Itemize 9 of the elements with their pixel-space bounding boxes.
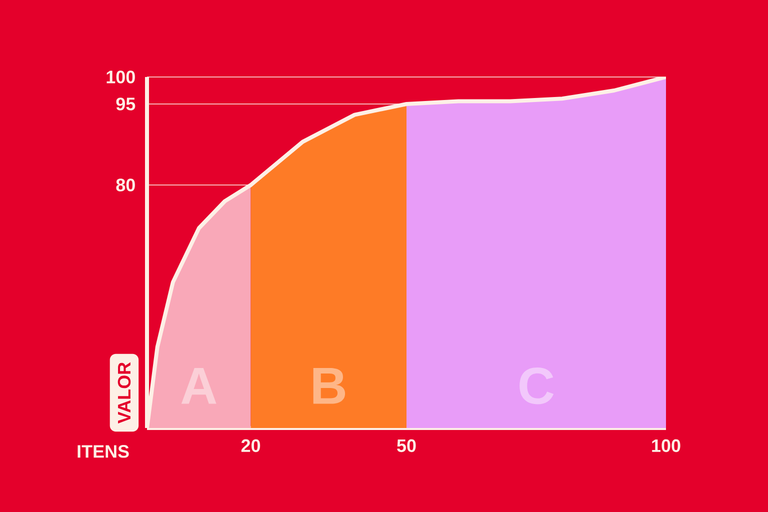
x-tick-label: 20 [241,439,260,452]
x-tick-label: 50 [397,439,416,452]
y-tick-label: 95 [116,98,136,110]
series-label: B [313,368,346,404]
y-axis-title: VALOR [118,362,131,424]
y-tick-label: 100 [106,70,135,84]
x-tick-label: 100 [652,439,680,452]
y-tick-label: 80 [116,178,135,192]
x-axis-title: ITENS [78,445,129,458]
